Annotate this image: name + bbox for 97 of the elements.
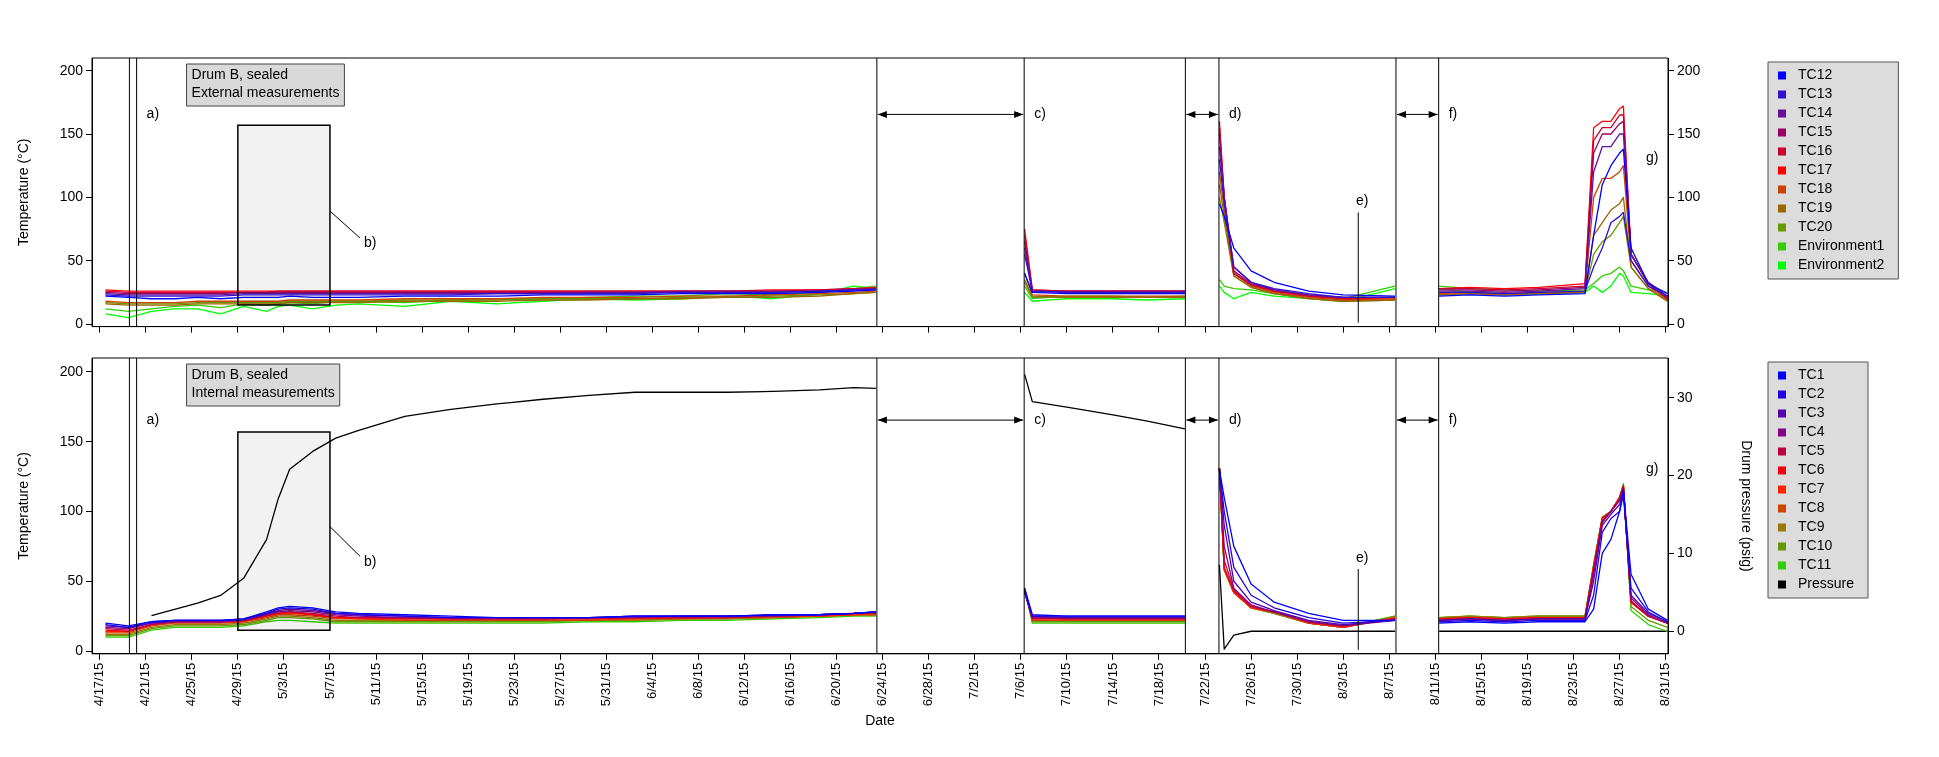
legend-label: TC14 [1798, 104, 1833, 121]
y2-axis-title: Drum pressure (psig) [1738, 440, 1755, 572]
y-tick-label: 200 [59, 61, 84, 78]
ref-line-label: c) [1034, 410, 1046, 427]
y2-tick-label: 100 [1677, 188, 1701, 205]
x-tick-label: 4/29/15 [229, 662, 245, 707]
y-tick-label: 200 [59, 362, 84, 379]
x-tick-label: 8/3/15 [1334, 662, 1350, 699]
x-tick-label: 6/16/15 [782, 662, 798, 707]
annotation: g) [1646, 460, 1659, 477]
x-tick-label: 5/27/15 [551, 662, 567, 707]
ref-line-label: c) [1034, 105, 1046, 122]
legend-label: TC3 [1798, 404, 1825, 421]
x-tick-label: 7/26/15 [1242, 662, 1258, 707]
x-tick-label: 7/10/15 [1058, 662, 1074, 707]
y2-tick-label: 30 [1677, 388, 1693, 405]
ref-line-label: a) [146, 410, 160, 427]
y-tick-label: 100 [59, 188, 84, 205]
x-axis-title: Date [865, 712, 895, 729]
x-tick-label: 6/12/15 [736, 662, 752, 707]
x-tick-label: 8/7/15 [1380, 662, 1396, 699]
legend-label: TC6 [1798, 461, 1825, 478]
x-tick-label: 7/18/15 [1150, 662, 1166, 707]
y2-tick-label: 200 [1677, 61, 1701, 78]
x-tick-label: 5/11/15 [367, 662, 383, 706]
x-tick-label: 6/4/15 [643, 662, 659, 699]
x-tick-label: 4/21/15 [137, 662, 153, 707]
legend-label: TC12 [1798, 66, 1833, 83]
y2-tick-label: 0 [1677, 314, 1685, 331]
x-tick-label: 4/17/15 [91, 662, 107, 707]
x-tick-label: 8/15/15 [1472, 662, 1488, 707]
x-tick-label: 5/7/15 [321, 662, 337, 699]
y-tick-label: 100 [59, 502, 84, 519]
y-tick-label: 150 [59, 432, 84, 449]
y-tick-label: 50 [67, 251, 84, 268]
y-axis-title: Temperature (°C) [15, 138, 32, 247]
y2-tick-label: 150 [1677, 124, 1701, 141]
x-tick-label: 6/8/15 [689, 662, 705, 699]
x-tick-label: 8/31/15 [1657, 662, 1673, 707]
legend-label: TC4 [1798, 423, 1825, 440]
legend-label: TC8 [1798, 499, 1825, 516]
y2-tick-label: 10 [1677, 544, 1693, 561]
x-tick-label: 5/15/15 [413, 662, 429, 707]
band-label: b) [363, 552, 377, 569]
x-tick-label: 8/19/15 [1519, 662, 1535, 707]
annotation: e) [1356, 192, 1369, 209]
x-tick-label: 7/14/15 [1104, 662, 1120, 707]
legend-label: Environment2 [1798, 256, 1885, 273]
ref-line-label: a) [146, 105, 160, 122]
y-tick-label: 50 [67, 572, 84, 589]
y2-tick-label: 50 [1677, 251, 1693, 268]
ref-line-label: d) [1228, 410, 1242, 427]
x-tick-label: 8/11/15 [1426, 662, 1442, 706]
legend-label: Environment1 [1798, 237, 1885, 254]
x-tick-label: 7/30/15 [1288, 662, 1304, 707]
legend-label: TC5 [1798, 442, 1825, 459]
legend-label: TC11 [1798, 556, 1832, 573]
legend-label: TC19 [1798, 199, 1833, 216]
legend-label: TC7 [1798, 480, 1825, 497]
annotation: Drum B, sealed External measurements [191, 65, 340, 100]
legend-label: TC16 [1798, 142, 1833, 159]
ref-line-label: f) [1448, 105, 1458, 122]
y-axis-title: Temperature (°C) [15, 452, 32, 560]
x-tick-label: 5/19/15 [459, 662, 475, 707]
legend-label: TC2 [1798, 385, 1825, 402]
legend-label: TC20 [1798, 218, 1833, 235]
legend-label: TC13 [1798, 85, 1833, 102]
x-tick-label: 7/6/15 [1012, 662, 1028, 699]
legend-label: TC17 [1798, 161, 1833, 178]
y-tick-label: 0 [75, 314, 84, 331]
ref-line-label: f) [1448, 410, 1458, 427]
legend-label: TC18 [1798, 180, 1833, 197]
band-label: b) [363, 234, 377, 251]
x-tick-label: 8/23/15 [1565, 662, 1581, 707]
x-tick-label: 5/23/15 [505, 662, 521, 707]
y2-tick-label: 0 [1677, 622, 1685, 639]
x-tick-label: 8/27/15 [1611, 662, 1627, 707]
y-tick-label: 0 [75, 641, 84, 658]
x-tick-label: 7/22/15 [1196, 662, 1212, 707]
x-tick-label: 6/24/15 [874, 662, 890, 707]
x-tick-label: 4/25/15 [183, 662, 199, 707]
ref-line-label: d) [1228, 105, 1242, 122]
y-tick-label: 150 [59, 124, 84, 141]
x-tick-label: 5/31/15 [597, 662, 613, 707]
annotation: g) [1646, 149, 1659, 166]
legend-label: TC10 [1798, 537, 1833, 554]
x-tick-label: 7/2/15 [966, 662, 982, 699]
x-tick-label: 6/28/15 [920, 662, 936, 707]
x-tick-label: 6/20/15 [828, 662, 844, 707]
legend-label: TC1 [1798, 366, 1825, 383]
y2-tick-label: 20 [1677, 466, 1693, 483]
legend-label: TC15 [1798, 123, 1833, 140]
legend-label: TC9 [1798, 518, 1825, 535]
annotation: Drum B, sealed Internal measurements [191, 365, 335, 400]
x-tick-label: 5/3/15 [275, 662, 291, 699]
annotation: e) [1356, 548, 1369, 565]
legend-label: Pressure [1798, 575, 1855, 592]
